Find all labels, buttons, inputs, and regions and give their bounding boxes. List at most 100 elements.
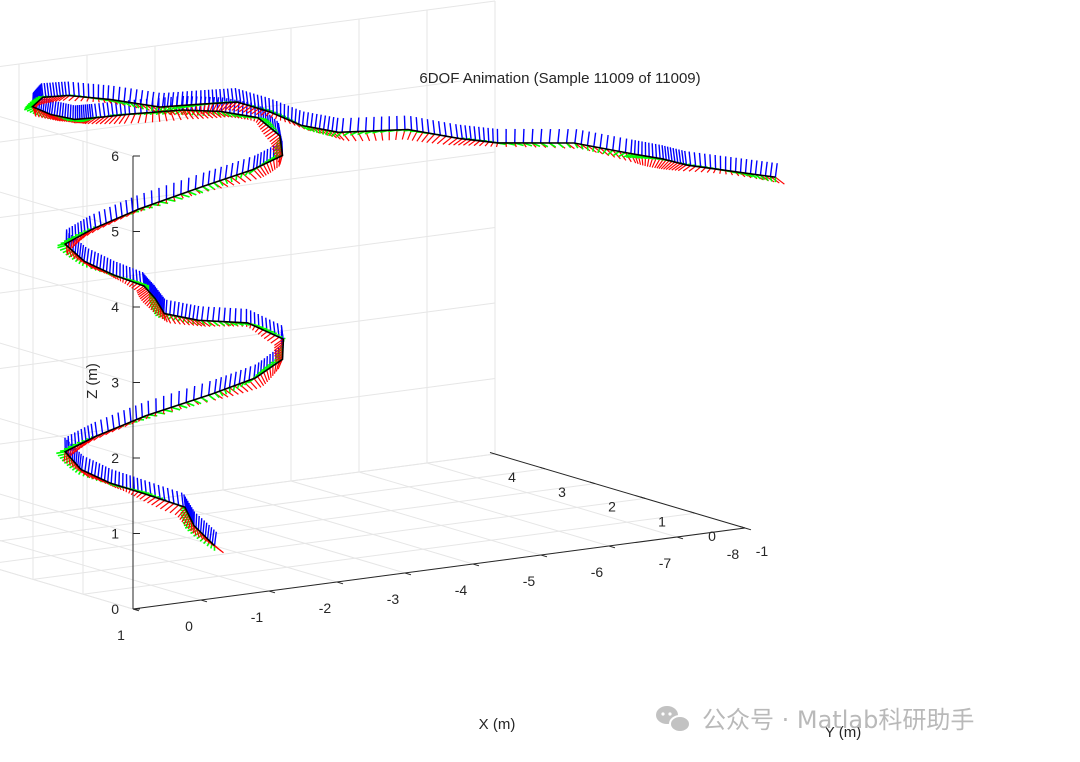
z-tick-label: 2 xyxy=(111,450,119,466)
z-body-axis-marker xyxy=(487,127,490,142)
z-body-axis-marker xyxy=(171,489,175,504)
z-body-axis-marker xyxy=(151,91,155,106)
x-body-axis-marker xyxy=(203,110,214,119)
y-body-axis-marker xyxy=(214,392,220,399)
z-body-axis-marker xyxy=(187,500,190,515)
z-body-axis-marker xyxy=(92,251,96,266)
z-body-axis-marker xyxy=(223,307,226,322)
x-body-axis-marker xyxy=(274,147,283,158)
x-body-axis-marker xyxy=(169,314,177,325)
x-body-axis-marker xyxy=(255,109,263,116)
z-body-axis-marker xyxy=(301,111,305,126)
x-body-axis-marker xyxy=(142,294,153,303)
x-body-axis-marker xyxy=(448,137,458,146)
z-body-axis-marker xyxy=(128,88,132,103)
plot-area xyxy=(24,81,785,554)
x-body-axis-marker xyxy=(277,359,283,370)
x-body-axis-marker xyxy=(224,101,234,111)
x-body-axis-marker xyxy=(775,176,785,185)
grid-line-x xyxy=(290,480,542,556)
z-body-axis-marker xyxy=(666,146,670,161)
z-body-axis-marker xyxy=(218,377,223,392)
x-body-axis-marker xyxy=(150,300,157,311)
z-body-axis-marker xyxy=(43,82,47,98)
x-body-axis-marker xyxy=(660,160,670,170)
x-body-axis-marker xyxy=(257,120,262,126)
z-body-axis-marker xyxy=(98,103,102,118)
z-body-axis-marker xyxy=(262,150,266,165)
x-body-axis-marker xyxy=(257,376,265,387)
x-body-axis-marker xyxy=(327,129,337,139)
z-body-axis-marker xyxy=(709,154,712,169)
z-body-axis-marker xyxy=(651,143,654,158)
x-body-axis-marker xyxy=(164,503,175,512)
z-body-axis-marker xyxy=(61,102,65,117)
z-body-axis-marker xyxy=(209,527,213,542)
z-body-axis-marker xyxy=(241,159,245,174)
x-body-axis-marker xyxy=(123,113,131,124)
z-body-axis-marker xyxy=(230,88,234,103)
x-body-axis-marker xyxy=(157,305,161,316)
z-body-axis-marker xyxy=(331,116,335,132)
x-body-axis-marker xyxy=(104,115,114,125)
x-body-axis-marker xyxy=(183,514,190,525)
x-body-axis-marker xyxy=(99,115,110,125)
y-tick-mark xyxy=(489,452,496,455)
z-body-axis-marker xyxy=(437,121,442,136)
z-body-axis-marker xyxy=(136,477,139,492)
z-body-axis-marker xyxy=(46,82,50,97)
x-body-axis-marker xyxy=(665,161,676,171)
z-body-axis-marker xyxy=(280,325,284,340)
z-body-axis-marker xyxy=(140,90,144,105)
x-body-axis-marker xyxy=(141,292,151,302)
x-body-axis-marker xyxy=(95,116,106,125)
y-body-axis-marker xyxy=(224,178,229,185)
y-body-axis-marker xyxy=(207,184,215,190)
x-body-axis-marker xyxy=(190,521,193,532)
x-body-axis-marker xyxy=(145,104,156,113)
grid-line-y xyxy=(0,468,546,542)
x-body-axis-marker xyxy=(108,115,118,125)
z-body-axis-marker xyxy=(40,83,44,98)
y-body-axis-marker xyxy=(230,176,233,183)
x-body-axis-marker xyxy=(224,178,235,186)
x-body-axis-marker xyxy=(181,512,189,523)
z-body-axis-marker xyxy=(264,96,267,111)
z-body-axis-marker xyxy=(63,81,67,96)
x-body-axis-marker xyxy=(274,350,284,360)
x-body-axis-marker xyxy=(158,111,161,122)
z-body-axis-marker xyxy=(156,92,160,107)
z-body-axis-marker xyxy=(217,307,221,322)
z-body-axis-marker xyxy=(123,87,127,102)
x-body-axis-marker xyxy=(143,495,152,502)
z-body-axis-marker xyxy=(117,86,121,101)
y-body-axis-marker xyxy=(325,129,329,136)
z-body-axis-marker xyxy=(310,113,314,128)
y-body-axis-marker xyxy=(612,150,620,157)
x-body-axis-marker xyxy=(335,131,345,141)
grid-line-z xyxy=(0,76,496,143)
z-body-axis-marker xyxy=(252,155,256,170)
z-body-axis-marker xyxy=(53,101,57,116)
z-body-axis-marker xyxy=(109,206,113,221)
x-body-axis-marker xyxy=(273,345,284,354)
z-body-axis-marker xyxy=(185,91,189,106)
grid-line-z xyxy=(0,191,134,232)
z-body-axis-marker xyxy=(166,487,171,503)
grid-line-z xyxy=(0,493,134,534)
x-body-axis-marker xyxy=(157,106,167,115)
z-body-axis-marker xyxy=(260,95,264,110)
grid-line-z xyxy=(0,418,134,459)
y-tick-mark xyxy=(539,466,546,470)
z-body-axis-marker xyxy=(188,502,191,517)
z-body-axis-marker xyxy=(739,158,743,173)
x-body-axis-marker xyxy=(75,234,83,245)
x-body-axis-marker xyxy=(54,95,64,103)
z-body-axis-marker xyxy=(201,172,205,187)
z-body-axis-marker xyxy=(200,383,204,398)
y-body-axis-marker xyxy=(228,387,231,393)
z-body-axis-marker xyxy=(618,137,622,152)
z-body-axis-marker xyxy=(64,103,67,118)
z-body-axis-marker xyxy=(132,476,135,491)
